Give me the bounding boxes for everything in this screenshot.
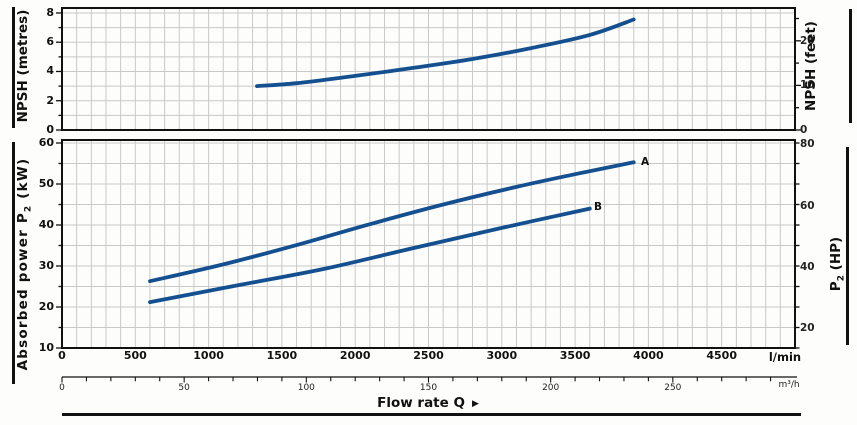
lmin-tick-label: 1500 [266, 349, 298, 362]
bottom-rule [62, 413, 801, 416]
kw-tick-label: 10 [38, 341, 54, 354]
power-curve-b [148, 206, 592, 304]
m3h-tick-label: 250 [664, 383, 682, 393]
p2-hp-subscript: 2 [836, 275, 847, 282]
absorbed-power-text: Absorbed power P [15, 212, 31, 371]
lmin-tick-label: 4500 [706, 349, 737, 362]
right-top-axis-bar [849, 9, 852, 123]
flow-rate-axis-title: Flow rate Q ▶ [328, 395, 528, 411]
kw-tick-label: 60 [38, 136, 54, 149]
flow-rate-arrow-icon: ▶ [471, 399, 479, 409]
npsh-feet-tick-label: 20 [800, 34, 815, 47]
npsh-feet-axis-title: NPSH (feet) [803, 21, 819, 111]
kw-tick-label: 40 [38, 218, 54, 231]
lmin-tick-label: 1000 [193, 349, 224, 362]
lmin-unit-label: l/min [768, 350, 802, 364]
flow-rate-text: Flow rate Q [377, 395, 465, 411]
kw-tick-label: 50 [38, 177, 54, 190]
kw-tick-label: 20 [38, 300, 54, 313]
lmin-tick-label: 0 [58, 349, 66, 362]
lmin-tick-label: 3000 [486, 349, 518, 362]
right-bottom-axis-bar [846, 147, 849, 345]
npsh-feet-tick-label: 0 [800, 124, 808, 136]
hp-tick-label: 40 [800, 260, 815, 273]
curve-b-label: B [594, 201, 603, 213]
lmin-tick-label: 4000 [633, 349, 664, 362]
lmin-tick-label: 500 [123, 349, 147, 362]
npsh-metres-tick-label: 8 [46, 5, 54, 19]
p2-hp-axis-title: P2 (HP) [828, 199, 847, 329]
npsh-curve [255, 17, 636, 88]
absorbed-power-unit: (kW) [15, 157, 31, 205]
npsh-metres-tick-label: 4 [46, 64, 54, 78]
lmin-tick-label: 2000 [339, 349, 371, 362]
npsh-metres-tick-label: 2 [46, 93, 54, 107]
m3h-tick-label: 200 [542, 383, 560, 393]
left-bottom-axis-bar [12, 142, 15, 384]
hp-tick-label: 60 [800, 199, 815, 212]
npsh-metres-tick-label: 0 [46, 123, 54, 136]
npsh-metres-tick-label: 6 [46, 35, 54, 49]
p2-hp-unit: (HP) [828, 236, 844, 276]
lmin-tick-label: 2500 [413, 349, 444, 362]
power-curve-a [148, 160, 636, 284]
hp-tick-label: 80 [800, 138, 815, 151]
absorbed-power-subscript: 2 [23, 204, 34, 213]
m3h-tick-label: 0 [59, 383, 65, 393]
m3h-tick-label: 150 [419, 383, 438, 393]
npsh-feet-tick-label: 10 [800, 79, 815, 92]
kw-tick-label: 30 [38, 259, 54, 272]
curve-a-label: A [641, 156, 650, 168]
hp-tick-label: 20 [800, 321, 815, 334]
m3h-tick-label: 100 [297, 383, 315, 393]
m3h-tick-label: 50 [178, 383, 190, 393]
npsh-metres-axis-title: NPSH (metres) [15, 9, 31, 123]
absorbed-power-axis-title: Absorbed power P2 (kW) [15, 139, 34, 389]
left-top-axis-bar [12, 7, 15, 128]
m3h-unit-label: m³/h [778, 380, 800, 390]
p2-hp-text: P [828, 281, 844, 292]
lmin-tick-label: 3500 [559, 349, 591, 362]
